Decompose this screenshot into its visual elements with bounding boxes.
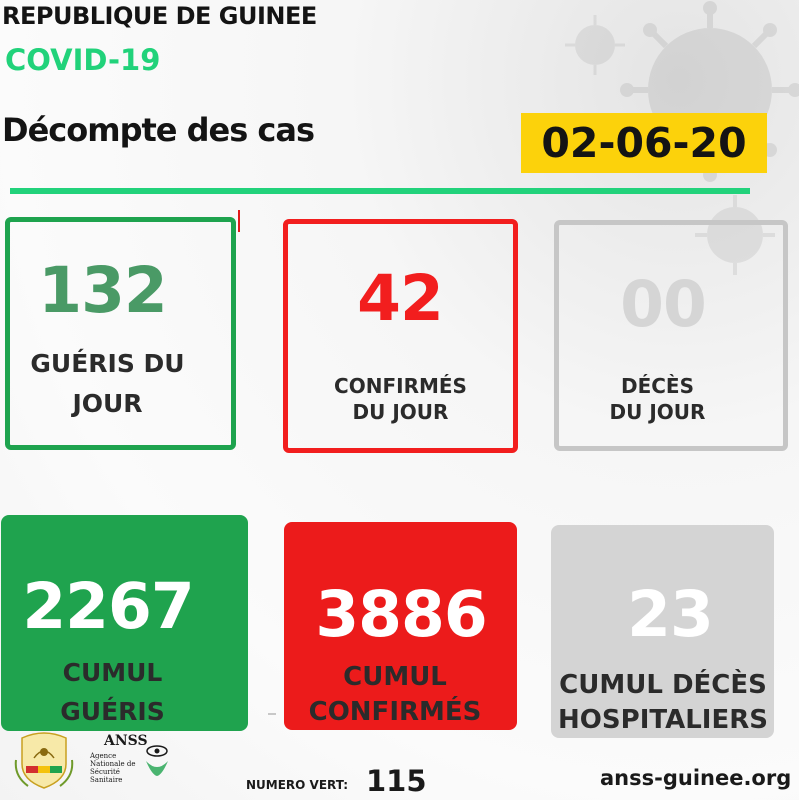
label-line: DU JOUR — [609, 400, 706, 425]
eye-emblem-icon — [146, 745, 168, 776]
card-confirmed-cumulative — [284, 522, 517, 730]
confirmed-cumulative-label: CUMUL CONFIRMÉS — [290, 660, 500, 730]
confirmed-cumulative-value: 3886 — [315, 578, 487, 651]
subject-title: COVID-19 — [5, 43, 161, 77]
deaths-cumulative-value: 23 — [627, 578, 714, 651]
guinea-coat-of-arms-icon — [14, 732, 74, 789]
country-title: REPUBLIQUE DE GUINEE — [2, 2, 317, 30]
date-badge: 02-06-20 — [521, 113, 767, 173]
anss-name-line: Nationale de — [90, 760, 136, 769]
deaths-daily-label: DÉCÈS DU JOUR — [590, 373, 725, 426]
anss-name-line: Agence — [90, 752, 117, 760]
label-line: DÉCÈS — [620, 374, 694, 398]
hotline-number: 115 — [366, 764, 427, 798]
label-line: CUMUL — [62, 658, 163, 687]
confirmed-daily-value: 42 — [357, 262, 444, 335]
recovered-daily-label: GUÉRIS DU JOUR — [10, 344, 205, 424]
header-divider — [10, 188, 750, 194]
decorative-dash — [268, 713, 276, 715]
date-text: 02-06-20 — [541, 119, 747, 167]
recovered-cumulative-label: CUMUL GUÉRIS — [20, 654, 205, 732]
label-line: GUÉRIS DU — [30, 349, 185, 378]
card-recovered-daily — [5, 217, 236, 450]
label-line: CONFIRMÉS — [308, 697, 482, 728]
recovered-cumulative-value: 2267 — [22, 570, 194, 643]
anss-name-line: Sécurité — [90, 768, 120, 777]
card-deaths-daily — [554, 220, 788, 451]
card-confirmed-daily — [283, 219, 518, 453]
card-deaths-cumulative — [551, 525, 774, 738]
hotline-label: NUMERO VERT: — [246, 778, 349, 792]
label-line: GUÉRIS — [60, 696, 165, 726]
deaths-daily-value: 00 — [620, 268, 707, 341]
label-line: CUMUL — [343, 662, 447, 692]
label-line: CONFIRMÉS — [334, 374, 467, 398]
decorative-mark — [238, 210, 240, 232]
confirmed-daily-label: CONFIRMÉS DU JOUR — [308, 373, 493, 426]
page-title: Décompte des cas — [2, 111, 315, 149]
label-line: DU JOUR — [352, 400, 449, 425]
label-line: JOUR — [72, 389, 143, 418]
website-link[interactable]: anss-guinee.org — [600, 766, 792, 790]
anss-logo: ANSS Agence Nationale de Sécurité Sanita… — [90, 733, 175, 793]
virus-illustration-small — [565, 15, 625, 75]
anss-acronym: ANSS — [104, 733, 148, 749]
recovered-daily-value: 132 — [38, 254, 168, 327]
deaths-cumulative-label: CUMUL DÉCÈS HOSPITALIERS — [548, 668, 778, 738]
anss-name-line: Sanitaire — [90, 776, 123, 785]
label-line: HOSPITALIERS — [558, 705, 768, 736]
card-recovered-cumulative — [1, 515, 248, 731]
label-line: CUMUL DÉCÈS — [559, 670, 767, 700]
anss-full-name: Agence Nationale de Sécurité Sanitaire — [90, 752, 140, 784]
